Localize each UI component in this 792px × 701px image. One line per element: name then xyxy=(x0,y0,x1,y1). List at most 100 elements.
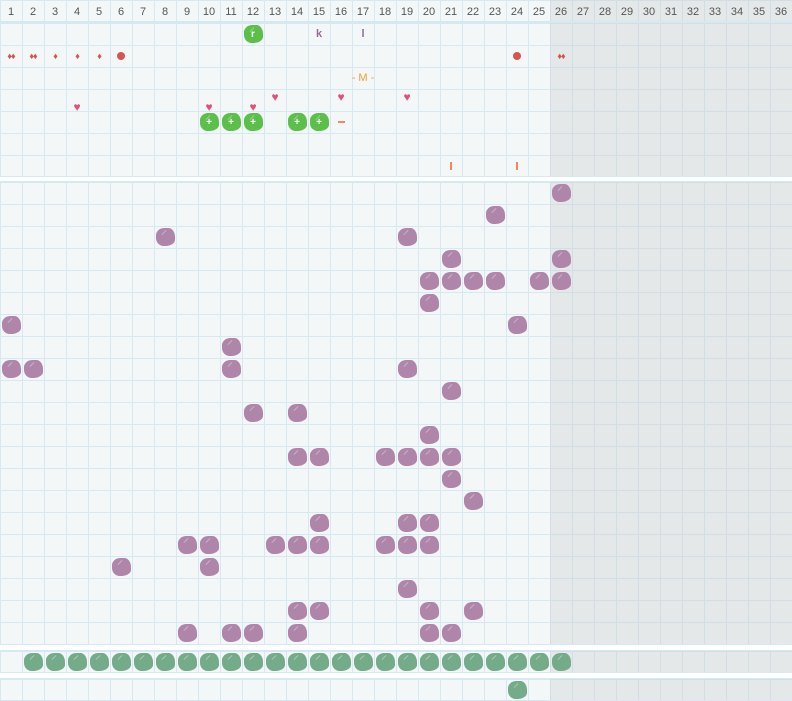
symptom-cell[interactable]: ♦ xyxy=(66,45,88,67)
daily-cell[interactable] xyxy=(330,651,352,673)
daily-cell[interactable] xyxy=(88,651,110,673)
activity-cell[interactable] xyxy=(440,248,462,270)
activity-cell[interactable] xyxy=(286,446,308,468)
activity-cell[interactable] xyxy=(308,512,330,534)
activity-cell[interactable] xyxy=(462,600,484,622)
symptom-cell[interactable] xyxy=(506,45,528,67)
activity-cell[interactable] xyxy=(396,534,418,556)
activity-cell[interactable] xyxy=(308,534,330,556)
symptom-cell[interactable]: ♥ xyxy=(396,89,418,111)
symptom-cell[interactable]: ♥ xyxy=(264,89,286,111)
extra-cell[interactable] xyxy=(506,679,528,701)
activity-cell[interactable] xyxy=(440,446,462,468)
activity-cell[interactable] xyxy=(198,534,220,556)
symptom-cell[interactable]: ♥ xyxy=(242,89,264,114)
daily-cell[interactable] xyxy=(462,651,484,673)
symptom-cell[interactable]: l xyxy=(352,23,374,45)
activity-cell[interactable] xyxy=(418,446,440,468)
daily-cell[interactable] xyxy=(440,651,462,673)
daily-cell[interactable] xyxy=(286,651,308,673)
activity-cell[interactable] xyxy=(418,292,440,314)
activity-cell[interactable] xyxy=(176,622,198,644)
symptom-cell[interactable]: + xyxy=(286,111,308,133)
activity-cell[interactable] xyxy=(286,402,308,424)
activity-cell[interactable] xyxy=(440,380,462,402)
symptom-cell[interactable]: + xyxy=(308,111,330,133)
daily-cell[interactable] xyxy=(154,651,176,673)
symptom-cell[interactable]: - M - xyxy=(352,67,375,89)
activity-cell[interactable] xyxy=(374,446,396,468)
daily-cell[interactable] xyxy=(308,651,330,673)
activity-cell[interactable] xyxy=(286,600,308,622)
activity-cell[interactable] xyxy=(396,446,418,468)
daily-cell[interactable] xyxy=(264,651,286,673)
daily-cell[interactable] xyxy=(352,651,374,673)
activity-cell[interactable] xyxy=(484,204,506,226)
activity-cell[interactable] xyxy=(418,600,440,622)
daily-cell[interactable] xyxy=(44,651,66,673)
activity-cell[interactable] xyxy=(198,556,220,578)
activity-cell[interactable] xyxy=(440,468,462,490)
activity-cell[interactable] xyxy=(396,226,418,248)
activity-cell[interactable] xyxy=(462,270,484,292)
symptom-cell[interactable]: ♦♦ xyxy=(550,45,572,67)
symptom-cell[interactable]: ♦ xyxy=(44,45,66,67)
activity-cell[interactable] xyxy=(550,182,572,204)
activity-cell[interactable] xyxy=(0,358,22,380)
activity-cell[interactable] xyxy=(440,270,462,292)
activity-cell[interactable] xyxy=(418,270,440,292)
symptom-cell[interactable]: ♦♦ xyxy=(0,45,22,67)
symptom-cell[interactable]: + xyxy=(242,111,264,133)
daily-cell[interactable] xyxy=(484,651,506,673)
symptom-cell[interactable]: k xyxy=(308,23,330,45)
activity-cell[interactable] xyxy=(418,534,440,556)
activity-cell[interactable] xyxy=(242,402,264,424)
daily-cell[interactable] xyxy=(176,651,198,673)
symptom-cell[interactable]: ♥ xyxy=(198,89,220,114)
activity-cell[interactable] xyxy=(440,622,462,644)
daily-cell[interactable] xyxy=(242,651,264,673)
activity-cell[interactable] xyxy=(374,534,396,556)
activity-cell[interactable] xyxy=(242,622,264,644)
activity-cell[interactable] xyxy=(396,578,418,600)
daily-cell[interactable] xyxy=(528,651,550,673)
activity-cell[interactable] xyxy=(418,622,440,644)
symptom-cell[interactable] xyxy=(330,111,352,133)
activity-cell[interactable] xyxy=(286,534,308,556)
activity-cell[interactable] xyxy=(418,424,440,446)
activity-cell[interactable] xyxy=(550,270,572,292)
activity-cell[interactable] xyxy=(308,600,330,622)
daily-cell[interactable] xyxy=(506,651,528,673)
activity-cell[interactable] xyxy=(220,622,242,644)
activity-cell[interactable] xyxy=(220,358,242,380)
symptom-cell[interactable] xyxy=(440,155,462,177)
daily-cell[interactable] xyxy=(220,651,242,673)
symptom-cell[interactable]: ♦♦ xyxy=(22,45,44,67)
symptom-cell[interactable]: ♥ xyxy=(330,89,352,111)
daily-cell[interactable] xyxy=(22,651,44,673)
symptom-cell[interactable]: + xyxy=(198,111,220,133)
symptom-cell[interactable]: ♥ xyxy=(66,89,88,114)
activity-cell[interactable] xyxy=(110,556,132,578)
activity-cell[interactable] xyxy=(176,534,198,556)
daily-cell[interactable] xyxy=(550,651,572,673)
activity-cell[interactable] xyxy=(506,314,528,336)
activity-cell[interactable] xyxy=(0,314,22,336)
symptom-cell[interactable]: r xyxy=(242,23,264,45)
activity-cell[interactable] xyxy=(528,270,550,292)
activity-cell[interactable] xyxy=(264,534,286,556)
daily-cell[interactable] xyxy=(374,651,396,673)
daily-cell[interactable] xyxy=(132,651,154,673)
activity-cell[interactable] xyxy=(484,270,506,292)
activity-cell[interactable] xyxy=(418,512,440,534)
symptom-cell[interactable] xyxy=(506,155,528,177)
activity-cell[interactable] xyxy=(22,358,44,380)
activity-cell[interactable] xyxy=(550,248,572,270)
daily-cell[interactable] xyxy=(396,651,418,673)
activity-cell[interactable] xyxy=(154,226,176,248)
daily-cell[interactable] xyxy=(198,651,220,673)
daily-cell[interactable] xyxy=(110,651,132,673)
daily-cell[interactable] xyxy=(66,651,88,673)
activity-cell[interactable] xyxy=(396,358,418,380)
symptom-cell[interactable]: + xyxy=(220,111,242,133)
